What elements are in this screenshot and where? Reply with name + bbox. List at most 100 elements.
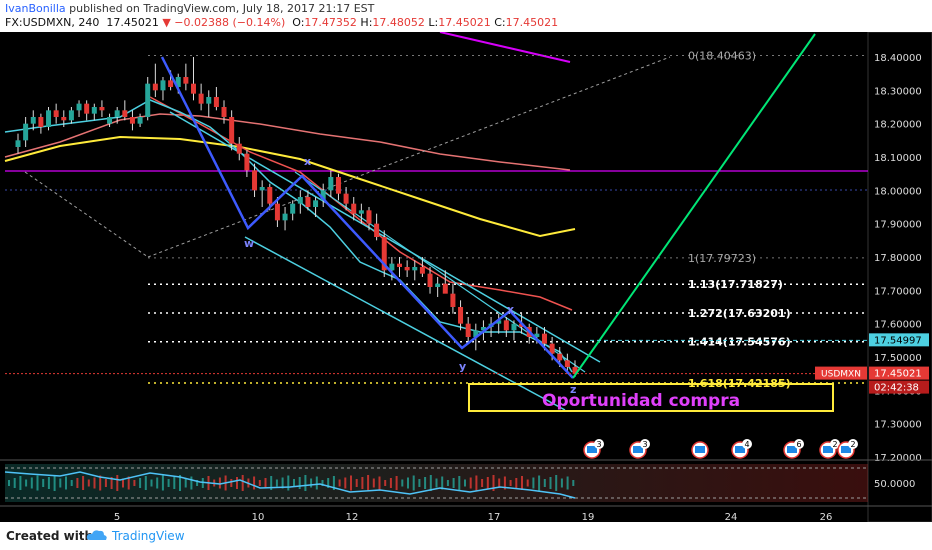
candle-body[interactable] (519, 323, 525, 327)
price-axis[interactable] (867, 32, 932, 522)
candle-body[interactable] (259, 187, 265, 191)
candle-body[interactable] (419, 267, 425, 274)
candle-body[interactable] (366, 210, 372, 224)
candle-body[interactable] (61, 117, 67, 121)
event-flag-icon[interactable]: 2 (837, 439, 858, 459)
candle-body[interactable] (30, 117, 36, 124)
candle-body[interactable] (412, 267, 418, 271)
candle-body[interactable] (274, 203, 280, 221)
candle-body[interactable] (358, 210, 364, 214)
candle-body[interactable] (465, 323, 471, 337)
candle-body[interactable] (84, 103, 90, 114)
candle-body[interactable] (297, 197, 303, 204)
economic-events[interactable]: 3 3 4 6 2 2 (583, 439, 858, 459)
author-link[interactable]: IvanBonilla (5, 2, 66, 15)
candle-body[interactable] (534, 333, 540, 337)
histogram-bar (458, 476, 461, 490)
candle-body[interactable] (335, 177, 341, 194)
candle-body[interactable] (313, 200, 319, 207)
event-flag-icon[interactable]: 2 (819, 439, 840, 459)
candle-body[interactable] (107, 117, 113, 124)
candle-body[interactable] (229, 117, 235, 144)
histogram-bar (321, 480, 324, 486)
candle-body[interactable] (564, 360, 570, 367)
candle-body[interactable] (450, 293, 456, 307)
candle-body[interactable] (427, 273, 433, 287)
wave-zigzag[interactable] (160, 56, 574, 379)
candle-body[interactable] (397, 263, 403, 267)
candle-body[interactable] (38, 117, 44, 127)
candle-body[interactable] (389, 263, 395, 271)
candle-body[interactable] (473, 330, 479, 337)
candle-body[interactable] (343, 193, 349, 204)
candle-body[interactable] (236, 143, 242, 154)
event-flag-icon[interactable] (691, 441, 709, 459)
event-flag-icon[interactable]: 4 (731, 439, 752, 459)
candle-body[interactable] (129, 117, 135, 124)
candle-body[interactable] (160, 80, 166, 91)
fib-level-label: 1.272(17.63201) (688, 307, 791, 320)
candle-body[interactable] (91, 107, 97, 114)
candle-body[interactable] (68, 110, 74, 121)
candle-body[interactable] (99, 107, 105, 111)
candle-body[interactable] (572, 367, 578, 374)
price-chart[interactable]: 0(18.40463) 1(17.79723) 1.13(17.71827) 1.27… (0, 32, 932, 522)
candle-body[interactable] (206, 97, 212, 104)
candle-body[interactable] (496, 320, 502, 324)
price-tick-label: 17.20000 (874, 453, 922, 464)
candle-body[interactable] (511, 323, 517, 331)
candle-body[interactable] (198, 93, 204, 104)
candle-body[interactable] (351, 203, 357, 214)
candle-body[interactable] (282, 213, 288, 221)
candle-body[interactable] (328, 177, 334, 191)
candle-body[interactable] (76, 103, 82, 111)
candle-body[interactable] (267, 187, 273, 204)
symbol-label[interactable]: FX:USDMXN, 240 (5, 16, 100, 29)
candle-body[interactable] (145, 83, 151, 117)
candle-body[interactable] (381, 237, 387, 271)
event-flag-icon[interactable]: 3 (583, 439, 604, 459)
candle-body[interactable] (23, 123, 29, 141)
candle-body[interactable] (46, 110, 52, 127)
annotation-box[interactable] (468, 383, 834, 412)
candle-body[interactable] (137, 117, 143, 124)
time-axis[interactable]: 5 10 12 17 19 24 26 (114, 512, 833, 522)
candle-body[interactable] (15, 140, 21, 147)
fib-levels[interactable]: 0(18.40463) 1(17.79723) 1.13(17.71827) 1.27… (148, 49, 868, 390)
channel-lower-line[interactable] (244, 236, 566, 411)
candle-body[interactable] (244, 153, 250, 171)
candle-body[interactable] (442, 283, 448, 294)
histogram-bar (270, 476, 273, 490)
candle-body[interactable] (480, 327, 486, 331)
candle-body[interactable] (549, 343, 555, 354)
price-tags[interactable]: USDMXN 17.45021 02:42:38 17.54997 (5, 333, 929, 394)
candle-body[interactable] (122, 110, 128, 117)
event-flag-icon[interactable]: 6 (783, 439, 804, 459)
candle-body[interactable] (458, 307, 464, 324)
candle-body[interactable] (183, 77, 189, 84)
candle-body[interactable] (541, 333, 547, 344)
candle-body[interactable] (114, 110, 120, 117)
candle-body[interactable] (503, 320, 509, 331)
candle-body[interactable] (175, 77, 181, 87)
candle-body[interactable] (221, 107, 227, 117)
candle-body[interactable] (168, 80, 174, 87)
candle-body[interactable] (404, 267, 410, 271)
candle-body[interactable] (557, 353, 563, 361)
candle-body[interactable] (252, 170, 258, 191)
tradingview-brand[interactable]: TradingView (112, 529, 185, 543)
candle-body[interactable] (213, 97, 219, 107)
candle-body[interactable] (320, 190, 326, 201)
event-flag-icon[interactable]: 3 (629, 439, 650, 459)
candle-body[interactable] (374, 223, 380, 237)
candle-body[interactable] (152, 83, 158, 91)
candle-body[interactable] (305, 197, 311, 207)
fib-anchor-line[interactable] (24, 171, 149, 258)
green-projection-line[interactable] (572, 33, 816, 379)
candle-body[interactable] (435, 283, 441, 287)
indicator-pane[interactable]: 50.0000 (0, 459, 932, 502)
candle-body[interactable] (53, 110, 59, 117)
price-tick-label: 17.50000 (874, 353, 922, 364)
candle-body[interactable] (290, 203, 296, 214)
candle-body[interactable] (190, 83, 196, 94)
